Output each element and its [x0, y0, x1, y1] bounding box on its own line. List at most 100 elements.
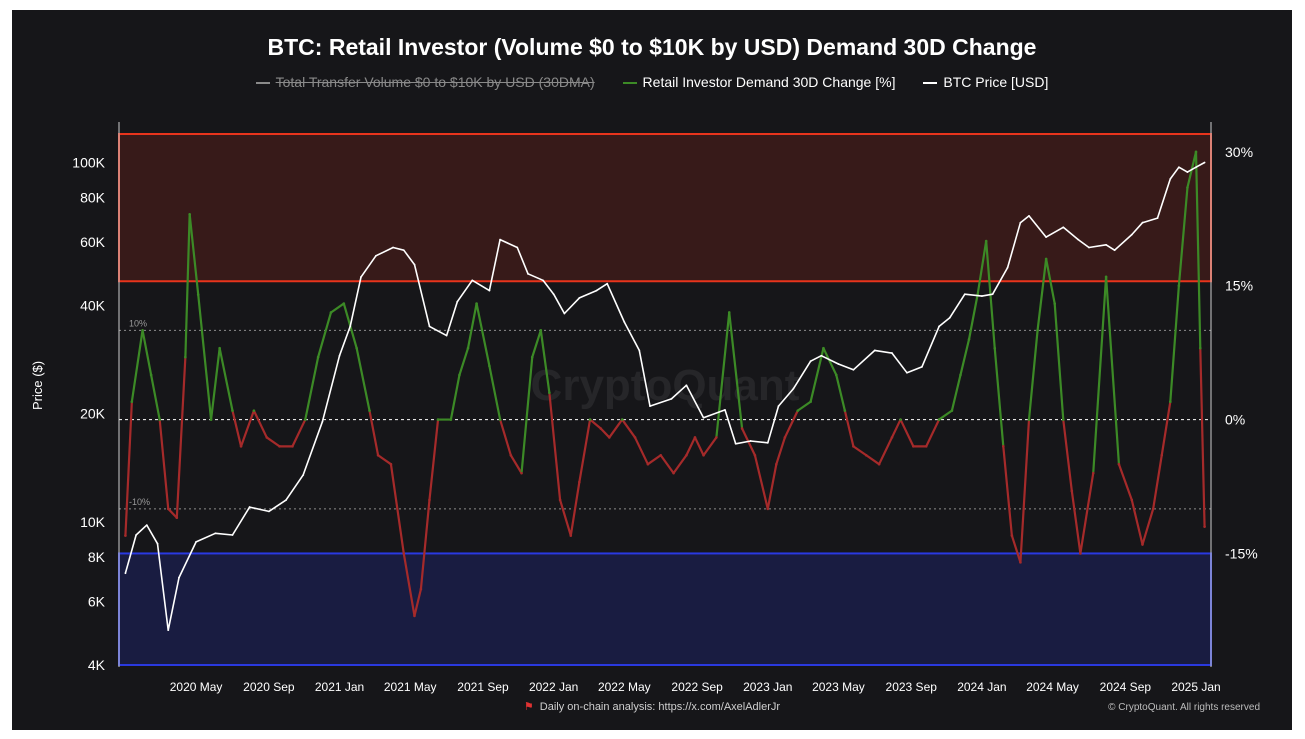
watermark: CryptoQuant	[531, 361, 800, 410]
demand-point	[184, 355, 187, 359]
btc-price-point	[777, 405, 780, 408]
demand-segment	[646, 454, 662, 466]
demand-point	[822, 346, 825, 350]
demand-segment	[376, 454, 393, 466]
x-tick-label: 2022 May	[598, 680, 651, 694]
btc-price-point	[749, 440, 752, 442]
btc-price-point	[338, 354, 341, 357]
btc-price-point	[499, 238, 502, 241]
reference-label-10: 10%	[129, 318, 147, 328]
demand-point	[355, 346, 358, 350]
demand-segment	[822, 347, 838, 377]
demand-segment	[621, 418, 637, 439]
demand-point	[376, 453, 380, 457]
legend-label-price: BTC Price [USD]	[943, 74, 1049, 90]
demand-point	[166, 507, 170, 511]
demand-segment	[458, 347, 470, 377]
demand-point	[588, 418, 592, 421]
demand-point	[1186, 186, 1189, 189]
demand-segment	[925, 418, 941, 448]
demand-segment	[753, 454, 769, 510]
demand-point	[834, 373, 838, 377]
demand-point	[877, 462, 881, 466]
btc-price-point	[734, 442, 737, 445]
chart-panel: 10% -10% CryptoQuant 100K 80K 60K 40K 20K 10K 8…	[12, 10, 1292, 730]
demand-point	[1203, 525, 1206, 528]
legend-item-volume[interactable]: Total Transfer Volume $0 to $10K by USD …	[255, 74, 595, 90]
btc-price-point	[285, 499, 287, 502]
demand-point	[685, 453, 688, 457]
demand-point	[389, 462, 393, 466]
demand-point	[753, 453, 757, 457]
btc-price-point	[595, 289, 598, 292]
demand-point	[1091, 471, 1095, 475]
demand-segment	[141, 329, 153, 377]
demand-point	[620, 418, 624, 421]
btc-price-point	[413, 263, 416, 266]
demand-point	[1198, 346, 1202, 350]
y-left-tick-label: 4K	[88, 657, 106, 673]
btc-price-point	[1045, 236, 1048, 238]
btc-price-point	[1006, 266, 1009, 269]
legend: Total Transfer Volume $0 to $10K by USD …	[12, 74, 1292, 90]
btc-price-point	[402, 249, 405, 252]
demand-segment	[976, 239, 988, 296]
demand-segment	[1010, 534, 1022, 564]
demand-segment	[1169, 284, 1180, 403]
demand-point	[1061, 418, 1065, 421]
reference-label--10: -10%	[129, 497, 150, 507]
demand-point	[796, 409, 800, 412]
demand-point	[141, 329, 144, 332]
demand-segment	[150, 373, 161, 421]
demand-point	[984, 239, 988, 243]
demand-segment	[1045, 257, 1056, 305]
legend-item-price[interactable]: BTC Price [USD]	[923, 74, 1048, 90]
btc-price-point	[349, 325, 352, 328]
demand-segment	[124, 400, 133, 537]
y-left-tick-label: 100K	[72, 154, 105, 170]
demand-segment	[509, 454, 523, 475]
y-right-tick-label: 15%	[1225, 278, 1253, 294]
demand-point	[231, 409, 234, 412]
demand-segment	[1117, 463, 1133, 501]
btc-price-point	[1195, 166, 1197, 169]
btc-price-point	[1113, 249, 1116, 252]
flag-icon: ⚑	[523, 701, 534, 713]
demand-segment	[599, 427, 611, 439]
demand-point	[672, 471, 675, 475]
demand-segment	[368, 409, 380, 457]
demand-point	[715, 436, 718, 439]
demand-point	[436, 418, 440, 421]
x-tick-label: 2021 Jan	[315, 680, 364, 694]
y-left-tick-label: 40K	[80, 298, 106, 314]
legend-item-demand[interactable]: Retail Investor Demand 30D Change [%]	[622, 74, 895, 90]
btc-price-point	[809, 360, 812, 363]
demand-point	[188, 213, 191, 216]
btc-price-point	[670, 397, 673, 400]
btc-price-point	[488, 289, 491, 292]
demand-point	[130, 400, 134, 404]
btc-price-point	[360, 276, 362, 278]
btc-price-point	[578, 296, 581, 299]
demand-point	[1169, 400, 1172, 404]
demand-segment	[558, 498, 572, 537]
demand-point	[530, 355, 534, 359]
demand-segment	[959, 338, 971, 377]
demand-segment	[672, 454, 688, 475]
demand-segment	[835, 373, 846, 412]
demand-point	[475, 302, 478, 305]
btc-price-point	[991, 293, 994, 296]
demand-point	[1177, 284, 1181, 288]
legend-label-volume: Total Transfer Volume $0 to $10K by USD …	[275, 74, 595, 90]
btc-price-point	[135, 534, 138, 536]
demand-point	[1151, 507, 1155, 511]
btc-price-point	[1203, 161, 1206, 164]
demand-segment	[548, 391, 562, 501]
btc-price-point	[456, 300, 459, 303]
demand-segment	[531, 329, 542, 359]
btc-price-point	[963, 293, 966, 296]
btc-price-point	[214, 532, 217, 535]
demand-point	[428, 498, 431, 502]
demand-point	[1002, 445, 1005, 448]
footer-source[interactable]: ⚑ Daily on-chain analysis: https://x.com/…	[12, 700, 1292, 713]
